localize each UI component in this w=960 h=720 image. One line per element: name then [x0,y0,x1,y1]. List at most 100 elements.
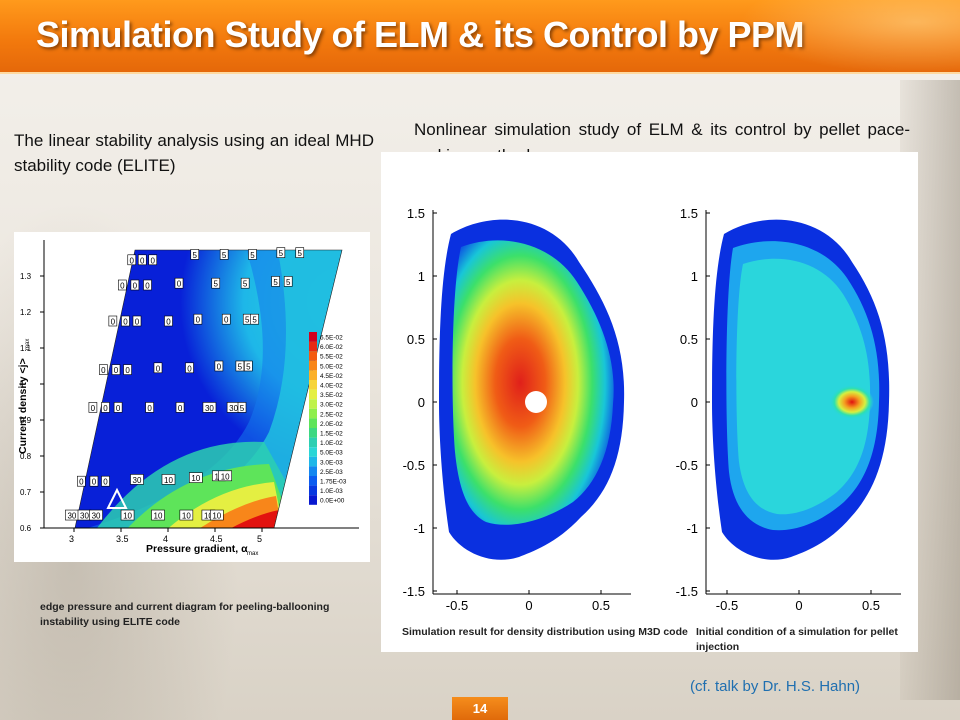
stability-marker: 10 [210,509,224,521]
legend-label: 4.0E-02 [320,383,343,390]
stability-marker: 0 [118,279,127,291]
y-tick-label: 1.3 [20,272,32,281]
legend-swatch [309,351,317,361]
y-tick-label: 1 [20,380,25,389]
stability-marker: 5 [242,313,252,325]
marker-box [179,509,194,521]
marker-box [295,247,305,258]
marker-box [210,509,224,521]
density-plot-ticks: 1.5 1 0.5 0 -0.5 -1 -1.5 -0.5 0 0.5 [403,206,610,613]
marker-box [137,254,147,266]
stability-marker: 5 [211,277,221,289]
density-caption: Simulation result for density distributi… [402,626,688,638]
stability-marker: 0 [77,475,86,487]
legend-swatch [309,360,317,371]
marker-value: 5 [250,251,255,260]
legend-swatch [309,341,317,352]
plot-y-tick-label: -0.5 [403,458,425,473]
marker-value: 0 [120,282,125,291]
y-axis-label-sub: max [25,339,31,350]
marker-box [145,402,154,413]
marker-box [240,277,250,289]
legend-label: 5.0E-03 [320,450,343,457]
reference-note: (cf. talk by Dr. H.S. Hahn) [690,678,861,695]
plot-y-tick-label: 0.5 [407,332,425,347]
stability-marker: 10 [179,509,194,521]
x-tick-label: 3 [69,534,74,544]
stability-marker: 30 [65,509,79,521]
plot-y-tick-label: -1 [413,521,425,536]
legend-label: 2.0E-02 [320,421,343,428]
y-tick-label: 0.9 [20,416,32,425]
legend-swatch [309,408,317,419]
marker-value: 0 [147,404,152,413]
marker-box [235,360,245,372]
pellet-injection-plot [705,210,901,595]
stability-marker: 0 [101,475,110,487]
marker-value: 0 [91,404,96,413]
chart-ticks: 3 3.5 4 4.5 5 0.6 0.7 0.8 0.9 1 1.1 1.2 1.3 [20,272,263,544]
plot-y-tick-label: 1.5 [407,206,425,221]
pellet-caption: Initial condition of a simulation for pe… [696,626,898,653]
marker-value: 10 [221,472,230,481]
stability-marker: 10 [218,470,232,481]
stability-marker: 0 [148,254,158,265]
marker-value: 10 [191,474,200,483]
marker-box [121,315,130,327]
legend-swatch [309,370,317,380]
marker-box [118,279,127,291]
stability-marker: 30 [77,509,92,521]
stability-marker: 0 [89,475,99,487]
marker-value: 5 [246,363,251,372]
marker-box [89,509,103,521]
stability-marker: 0 [121,315,130,327]
marker-box [248,249,257,260]
marker-value: 0 [92,478,97,487]
marker-value: 30 [67,512,76,521]
legend-label: 6.5E-02 [320,335,343,342]
stability-marker: 0 [175,402,185,413]
marker-box [153,362,163,374]
marker-box [151,509,165,521]
stability-marker: 10 [189,472,203,483]
legend-label: 1.5E-02 [320,431,343,438]
legend-label: 5.0E-02 [320,363,343,370]
marker-value: 0 [123,318,128,327]
marker-value: 10 [123,512,132,521]
marker-box [88,402,98,413]
plot-y-tick-label: 1 [418,269,425,284]
marker-value: 0 [140,256,145,265]
stability-marker: 10 [161,474,176,485]
stability-marker: 30 [89,509,103,521]
marker-value: 0 [125,366,130,375]
x-axis-label: Pressure gradient, α [146,543,248,555]
stability-marker: 0 [132,315,142,327]
marker-box [101,402,110,413]
y-tick-label: 1.2 [20,308,32,317]
marker-box [89,475,99,487]
marker-box [123,364,132,375]
stability-marker: 5 [219,249,229,260]
stability-marker: 5 [244,360,253,372]
marker-box [143,279,152,291]
marker-box [193,313,203,325]
stability-marker: 10 [120,509,135,521]
stability-marker: 0 [143,279,152,291]
stability-marker: 0 [145,402,154,413]
page-number: 14 [452,697,508,720]
marker-value: 30 [92,512,101,521]
legend-label: 1.0E-02 [320,440,343,447]
plot-x-tick-label: 0 [795,598,802,613]
marker-value: 5 [298,249,303,258]
marker-box [130,279,140,291]
marker-box [244,360,253,372]
marker-value: 10 [204,512,213,521]
legend-swatch [309,456,317,467]
legend-label: 5.5E-02 [320,354,343,361]
density-distribution-plot [432,210,631,595]
x-axis-label-sub: max [247,551,258,557]
marker-value: 0 [133,282,138,291]
stability-marker: 30 [202,402,217,413]
stability-marker: 0 [185,362,194,373]
